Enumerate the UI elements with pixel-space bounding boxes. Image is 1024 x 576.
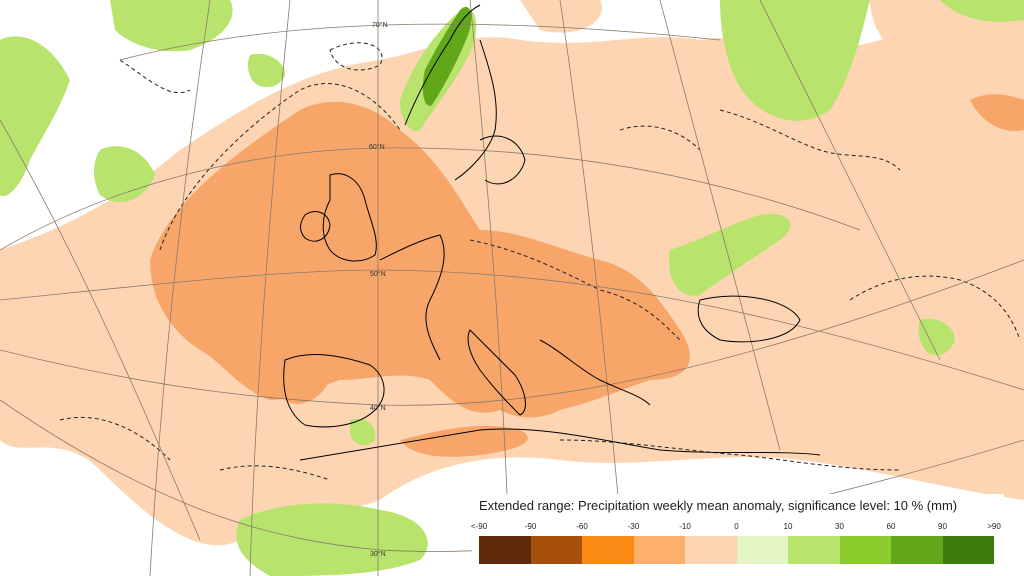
- europe-west-coast: [379, 234, 445, 361]
- meridian-w30: [0, 119, 201, 541]
- meridian-w10: [249, 0, 291, 576]
- legend: Extended range: Precipitation weekly mea…: [470, 494, 1004, 576]
- legend-swatch: [685, 536, 737, 564]
- latitude-label: 50°N: [370, 270, 386, 278]
- legend-tick: 90: [938, 522, 947, 531]
- legend-swatch: [582, 536, 634, 564]
- legend-swatch: [530, 536, 582, 564]
- legend-swatch: [839, 536, 891, 564]
- legend-tick: 30: [835, 522, 844, 531]
- strong-wet-region: [422, 6, 472, 106]
- legend-tick: 60: [886, 522, 896, 531]
- legend-swatch: [736, 536, 788, 564]
- legend-color-bar: [479, 536, 994, 564]
- british-isles: [322, 173, 377, 262]
- balkans: [539, 339, 651, 406]
- latitude-70: [119, 23, 721, 61]
- legend-title: Extended range: Precipitation weekly mea…: [479, 498, 958, 513]
- scandinavia-coast: [404, 4, 497, 181]
- italy: [467, 329, 526, 416]
- legend-tick: -60: [576, 522, 588, 531]
- latitude-labels: 70°N 60°N 50°N 40°N 30°N: [369, 21, 388, 558]
- coastlines: [283, 4, 821, 461]
- legend-tick: -90: [524, 522, 537, 531]
- significance-contours: [59, 42, 1021, 481]
- latitude-50: [0, 269, 1024, 391]
- legend-swatch: [942, 536, 994, 564]
- latitude-label: 60°N: [369, 143, 385, 151]
- legend-swatch: [788, 536, 840, 564]
- meridian-e30: [659, 0, 781, 451]
- ireland: [300, 211, 331, 242]
- meridian-e40: [759, 0, 941, 361]
- legend-tick: -30: [627, 522, 640, 531]
- iberia: [283, 354, 385, 428]
- meridian-w20: [149, 0, 211, 576]
- north-africa-coast: [299, 428, 821, 461]
- legend-swatch: [891, 536, 943, 564]
- legend-tick: 0: [734, 522, 739, 531]
- black-sea: [697, 295, 801, 343]
- baltic: [479, 135, 526, 185]
- latitude-40: [0, 259, 1024, 406]
- latitude-label: 70°N: [372, 21, 388, 29]
- latitude-label: 40°N: [370, 404, 386, 412]
- strong-dry-region: [150, 94, 1024, 457]
- legend-tick: -10: [679, 522, 691, 531]
- latitude-60: [0, 147, 861, 251]
- legend-swatch: [479, 536, 531, 564]
- legend-ticks: <-90 -90 -60 -30 -10 0 10 30 60 90 >90: [470, 522, 1004, 532]
- legend-swatch: [633, 536, 685, 564]
- legend-tick: >90: [987, 522, 1001, 531]
- legend-tick: 10: [783, 522, 793, 531]
- legend-tick: <-90: [470, 522, 488, 531]
- latitude-label: 30°N: [370, 550, 386, 558]
